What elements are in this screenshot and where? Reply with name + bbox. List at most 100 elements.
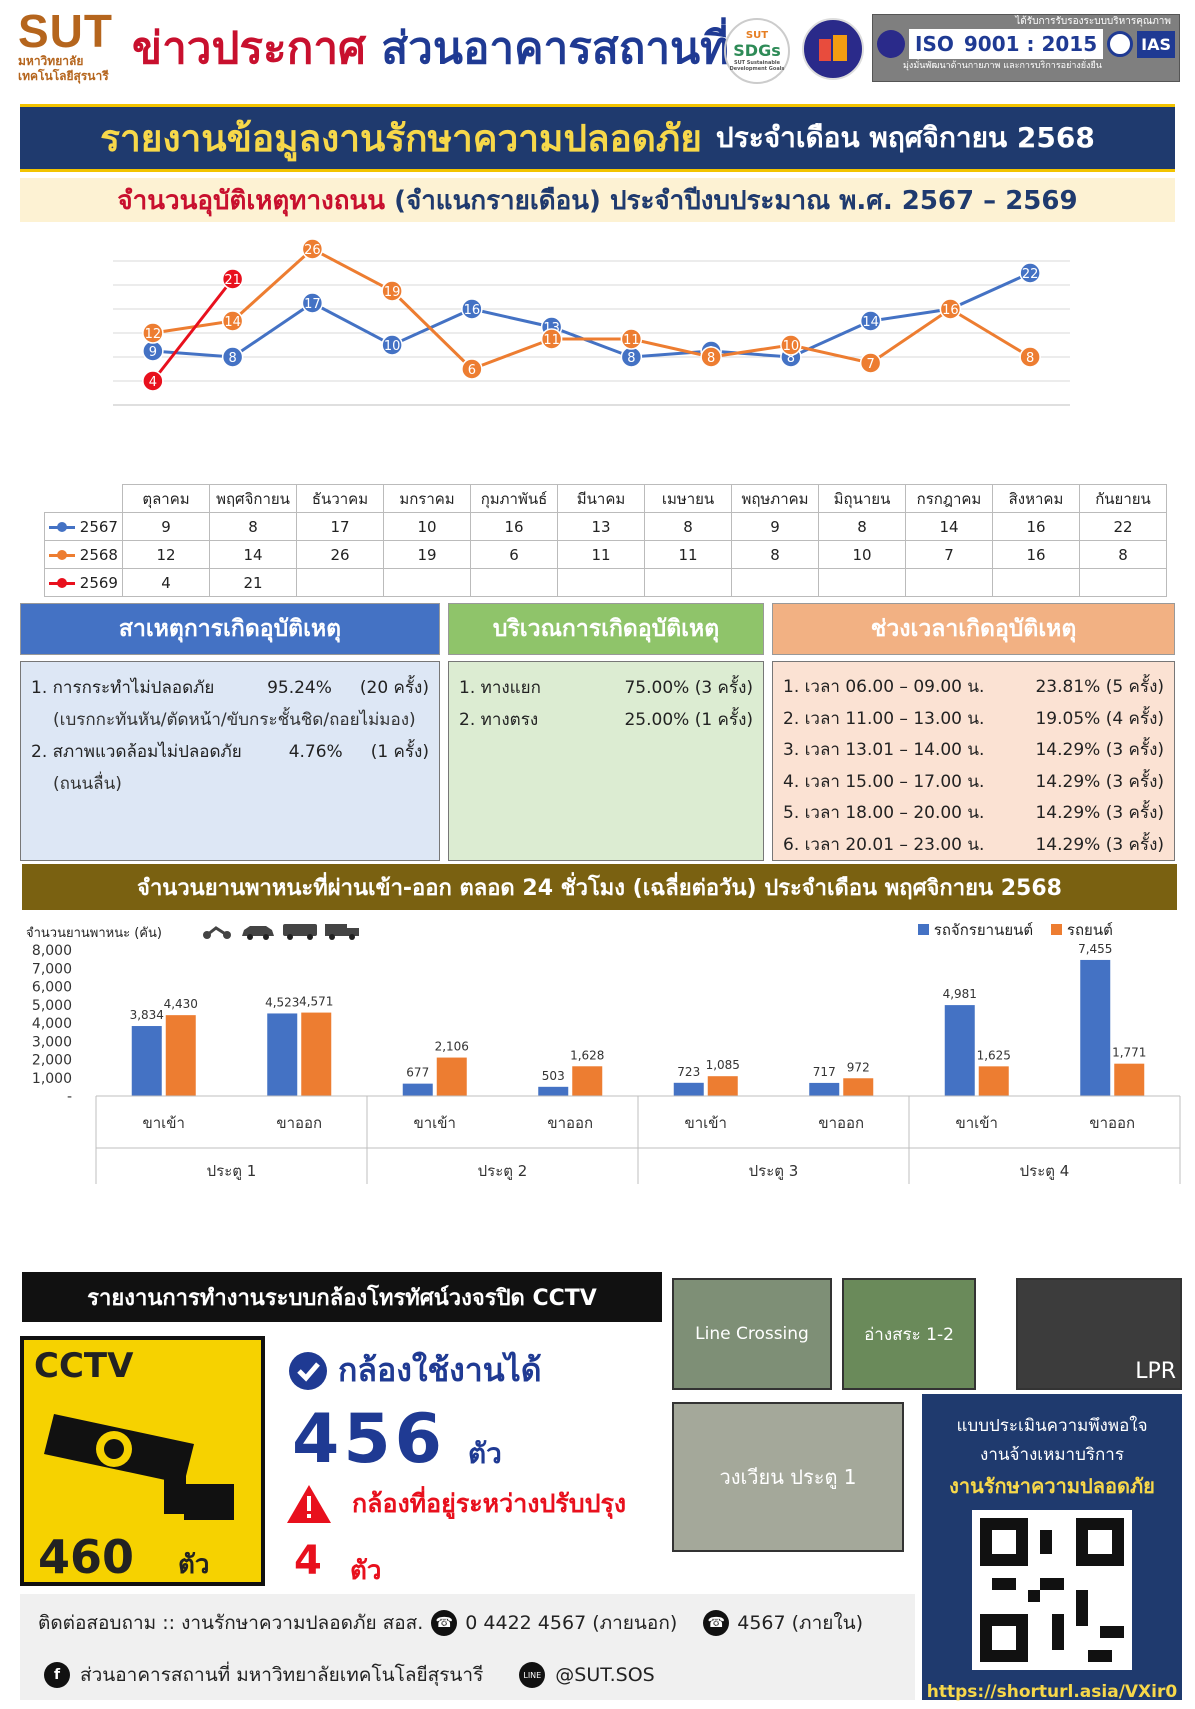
table-cell: 16: [992, 512, 1080, 541]
areas-list: 1. ทางแยก 75.00% (3 ครั้ง) 2. ทางตรง 25.00%…: [448, 661, 764, 861]
table-series-name: 2568: [79, 545, 118, 564]
cctv-working-row: กล้องใช้งานได้: [288, 1345, 542, 1396]
gate-group-label: ประตู 3: [749, 1162, 799, 1180]
table-cell: 17: [296, 512, 384, 541]
time-row: 3. เวลา 13.01 – 14.00 น. 14.29% (3 ครั้ง): [783, 735, 1164, 767]
page-title-red: ข่าวประกาศ: [132, 23, 366, 74]
table-cell: 11: [557, 540, 645, 569]
cause-row: 2. สภาพแวดล้อมไม่ปลอดภัย 4.76% (1 ครั้ง): [31, 736, 429, 768]
survey-url[interactable]: https://shorturl.asia/VXir0: [926, 1682, 1178, 1702]
area-row-label: 2. ทางตรง: [459, 710, 539, 730]
data-point: [939, 298, 962, 320]
legend-motorcycle: รถจักรยานยนต์: [918, 918, 1033, 942]
table-month-header: สิงหาคม: [992, 484, 1080, 513]
area-row: 1. ทางแยก 75.00% (3 ครั้ง): [459, 672, 753, 704]
bar-car: [843, 1078, 874, 1096]
time-row-label: 1. เวลา 06.00 – 09.00 น.: [783, 677, 985, 697]
accident-line-chart: 9817101613898141622121426196111181071684…: [113, 238, 1070, 406]
series-line-2567: [152, 271, 1031, 359]
bar-motorcycle: [673, 1082, 704, 1096]
table-row: 2568 12 14 26 19 6 11 11 8 10 7 16 8: [44, 540, 1167, 569]
cause-note: (เบรกกะทันหัน/ตัดหน้า/ขับกระชั้นชิด/ถอยไ…: [53, 710, 416, 730]
sdgs-logo: SUT SDGs SUT Sustainable Development Goa…: [724, 18, 790, 84]
table-cell: 8: [1079, 540, 1167, 569]
causes-title: สาเหตุการเกิดอุบัติเหตุ: [20, 603, 440, 655]
report-banner: รายงานข้อมูลงานรักษาความปลอดภัย ประจำเดื…: [20, 104, 1175, 172]
data-label: 8: [787, 351, 795, 366]
table-cell: 21: [209, 568, 297, 597]
accident-chart-title-blue: (จำแนกรายเดือน) ประจำปีงบประมาณ พ.ศ. 256…: [394, 185, 1078, 216]
table-series-name: 2569: [79, 573, 118, 592]
facebook-page[interactable]: ส่วนอาคารสถานที่ มหาวิทยาลัยเทคโนโลยีสุร…: [80, 1664, 484, 1686]
bar-value-label: 4,571: [299, 995, 333, 1009]
bar-value-label: 4,981: [943, 987, 977, 1001]
thumbnail-caption: Line Crossing: [695, 1324, 809, 1344]
table-cell: [818, 568, 906, 597]
x-category-label: ขาออก: [276, 1114, 322, 1132]
data-point: [142, 322, 164, 344]
camera-thumbnail-roundabout[interactable]: วงเวียน ประตู 1: [672, 1402, 904, 1552]
motorcycle-icon: [203, 926, 231, 939]
time-row: 5. เวลา 18.00 – 20.00 น. 14.29% (3 ครั้ง): [783, 798, 1164, 830]
data-label: 11: [543, 333, 560, 348]
survey-qr-code[interactable]: [972, 1510, 1132, 1670]
data-label: 7: [866, 357, 874, 372]
camera-thumbnail-reservoir[interactable]: อ่างสระ 1-2: [842, 1278, 976, 1390]
accident-data-table: ตุลาคม พฤศจิกายน ธันวาคม มกราคม กุมภาพันธ์ มี…: [44, 484, 1167, 597]
table-cell: 12: [122, 540, 210, 569]
x-category-label: ขาเข้า: [685, 1114, 727, 1132]
x-category-label: ขาออก: [818, 1114, 864, 1132]
accident-chart-title-red: จำนวนอุบัติเหตุทางถนน: [117, 185, 386, 216]
table-row: 2567 9 8 17 10 16 13 8 9 8 14 16 22: [44, 512, 1167, 541]
phone-external[interactable]: 0 4422 4567 (ภายนอก): [465, 1612, 678, 1634]
ias-badge: IAS: [1137, 30, 1175, 58]
vehicle-chart-ylabel: จำนวนยานพาหนะ (คัน): [26, 926, 162, 941]
cctv-working-unit: ตัว: [468, 1437, 502, 1470]
times-list: 1. เวลา 06.00 – 09.00 น. 23.81% (5 ครั้ง)…: [772, 661, 1175, 861]
camera-thumbnail-lpr[interactable]: LPR: [1016, 1278, 1182, 1390]
camera-thumbnail-line-crossing[interactable]: Line Crossing: [672, 1278, 832, 1390]
legend-marker: [49, 521, 75, 532]
department-logo: [802, 18, 864, 80]
bus-icon: [283, 924, 317, 940]
cctv-working-label: กล้องใช้งานได้: [338, 1351, 542, 1389]
areas-title: บริเวณการเกิดอุบัติเหตุ: [448, 603, 764, 655]
time-row: 2. เวลา 11.00 – 13.00 น. 19.05% (4 ครั้ง): [783, 704, 1164, 736]
bar-value-label: 1,625: [977, 1048, 1011, 1062]
qr-code-icon: [980, 1518, 1124, 1662]
bar-motorcycle: [131, 1026, 162, 1096]
x-category-label: ขาเข้า: [414, 1114, 456, 1132]
bar-car: [165, 1015, 196, 1096]
table-cell: 8: [818, 512, 906, 541]
x-category-label: ขาออก: [547, 1114, 593, 1132]
data-label: 22: [1022, 267, 1039, 282]
legend-marker: [49, 577, 75, 588]
y-tick-label: 8,000: [32, 943, 72, 959]
phone-internal[interactable]: 4567 (ภายใน): [737, 1612, 864, 1634]
sdgs-logo-sub: SUT Sustainable Development Goals: [729, 60, 785, 72]
series-line-2568: [152, 247, 1031, 371]
table-cell: 7: [905, 540, 993, 569]
y-tick-label: 1,000: [32, 1071, 72, 1087]
times-title: ช่วงเวลาเกิดอุบัติเหตุ: [772, 603, 1175, 655]
cause-label: 1. การกระทำไม่ปลอดภัย: [31, 678, 215, 698]
line-icon: LINE: [519, 1662, 546, 1688]
area-row-label: 1. ทางแยก: [459, 678, 541, 698]
cctv-repair-row: กล้องที่อยู่ระหว่างปรับปรุง: [286, 1484, 626, 1524]
line-account[interactable]: @SUT.SOS: [555, 1664, 655, 1686]
table-cell: 8: [731, 540, 819, 569]
gate-group-label: ประตู 1: [207, 1162, 257, 1180]
series-line-2569: [151, 278, 234, 382]
iso-label: ISO: [915, 32, 954, 56]
table-cell: 4: [122, 568, 210, 597]
sut-logo-word: SUT: [18, 5, 113, 57]
data-label: 10: [384, 339, 401, 354]
data-point: [1019, 346, 1041, 368]
y-tick-label: 3,000: [32, 1034, 72, 1050]
sdgs-logo-top: SUT: [745, 30, 769, 41]
cctv-camera-icon: [44, 1414, 234, 1520]
bar-value-label: 503: [542, 1069, 565, 1083]
data-label: 14: [862, 315, 879, 330]
gate-group-label: ประตู 2: [478, 1162, 528, 1180]
bar-value-label: 2,106: [435, 1040, 469, 1054]
